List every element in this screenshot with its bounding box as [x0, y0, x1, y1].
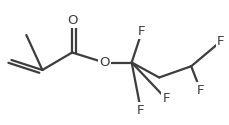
Text: F: F [197, 84, 204, 96]
Text: F: F [137, 104, 144, 117]
Text: F: F [162, 92, 170, 105]
Text: F: F [138, 25, 146, 38]
Text: F: F [217, 35, 225, 48]
Text: O: O [67, 14, 77, 26]
Text: O: O [99, 56, 109, 69]
